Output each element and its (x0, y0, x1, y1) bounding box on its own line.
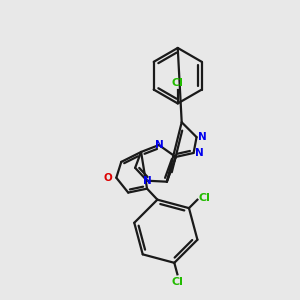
Text: Cl: Cl (172, 277, 183, 287)
Text: N: N (198, 132, 206, 142)
Text: O: O (103, 173, 112, 183)
Text: Cl: Cl (198, 193, 210, 203)
Text: N: N (195, 148, 203, 158)
Text: N: N (143, 176, 152, 186)
Text: N: N (154, 140, 163, 150)
Text: Cl: Cl (172, 78, 184, 88)
